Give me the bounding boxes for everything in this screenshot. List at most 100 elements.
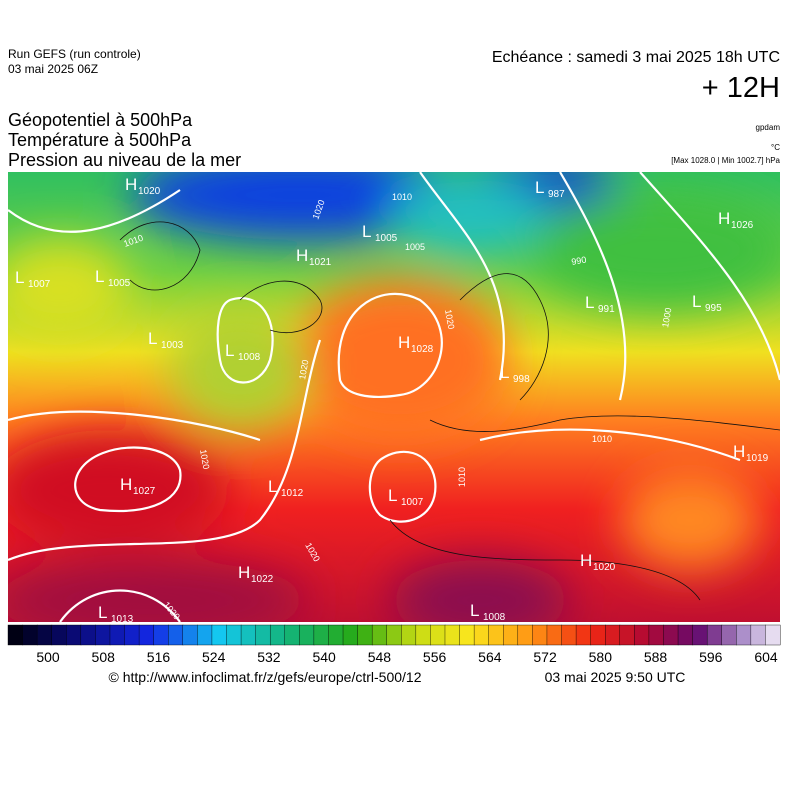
- center-value: 998: [513, 374, 530, 385]
- center-value: 1008: [238, 352, 261, 363]
- colorbar-swatch: [648, 624, 664, 646]
- colorbar-label: 564: [478, 649, 502, 665]
- center-type: L: [362, 222, 371, 241]
- center-type: L: [585, 293, 594, 312]
- center-value: 1003: [161, 340, 184, 351]
- center-value: 1020: [138, 186, 161, 197]
- run-label: Run GEFS (run controle): [8, 47, 141, 61]
- colorbar-swatch: [80, 624, 96, 646]
- colorbar-label: 572: [533, 649, 557, 665]
- colorbar-swatch: [721, 624, 737, 646]
- colorbar-swatch: [153, 624, 169, 646]
- colorbar-swatch: [444, 624, 461, 646]
- colorbar-swatch: [357, 624, 373, 646]
- lead-time: + 12H: [702, 72, 780, 104]
- colorbar-swatch: [36, 624, 53, 646]
- colorbar-swatch: [459, 624, 475, 646]
- field-title: Pression au niveau de la mer: [8, 150, 241, 170]
- colorbar-label: 580: [589, 649, 613, 665]
- center-type: H: [238, 563, 250, 582]
- center-type: L: [98, 603, 107, 622]
- colorbar-swatch: [269, 624, 286, 646]
- center-type: H: [398, 333, 410, 352]
- colorbar-swatch: [605, 624, 621, 646]
- colorbar-swatch: [7, 624, 24, 646]
- colorbar-label: 508: [92, 649, 116, 665]
- colorbar-swatch: [517, 624, 533, 646]
- range-label: [Max 1028.0 | Min 1002.7] hPa: [671, 156, 780, 165]
- colorbar-swatch: [532, 624, 548, 646]
- colorbar-label: 604: [754, 649, 778, 665]
- colorbar-label: 596: [699, 649, 723, 665]
- colorbar-swatch: [95, 624, 111, 646]
- map: [8, 172, 780, 622]
- center-type: H: [580, 551, 592, 570]
- center-value: 1019: [746, 453, 769, 464]
- colorbar-swatch: [590, 624, 606, 646]
- colorbar-swatch: [284, 624, 300, 646]
- unit-label: gpdam: [756, 123, 781, 132]
- colorbar-swatch: [386, 624, 402, 646]
- valid-time: Echéance : samedi 3 mai 2025 18h UTC: [492, 49, 780, 66]
- center-value: 1007: [401, 497, 424, 508]
- center-type: L: [470, 601, 479, 620]
- colorbar-swatch: [255, 624, 271, 646]
- colorbar-swatch: [226, 624, 242, 646]
- colorbar-label: 540: [312, 649, 336, 665]
- colorbar-swatch: [692, 624, 708, 646]
- center-type: H: [296, 246, 308, 265]
- colorbar-swatch: [328, 624, 344, 646]
- contour-label: 1010: [457, 467, 467, 487]
- colorbar-swatch: [677, 624, 694, 646]
- center-value: 1020: [593, 562, 616, 573]
- center-type: L: [535, 178, 544, 197]
- center-value: 1021: [309, 257, 332, 268]
- colorbar-swatch: [736, 624, 752, 646]
- colorbar-swatch: [401, 624, 417, 646]
- source-url: © http://www.infoclimat.fr/z/gefs/europe…: [108, 669, 421, 685]
- colorbar-swatch: [765, 624, 781, 646]
- center-type: H: [120, 475, 132, 494]
- colorbar-swatch: [313, 624, 329, 646]
- colorbar-swatch: [503, 624, 519, 646]
- center-type: L: [148, 329, 157, 348]
- colorbar-swatch: [22, 624, 38, 646]
- colorbar-swatch: [211, 624, 227, 646]
- center-value: 1028: [411, 344, 434, 355]
- contour-label: 990: [571, 255, 588, 267]
- center-value: 995: [705, 303, 722, 314]
- unit-label: °C: [771, 143, 780, 152]
- center-value: 1005: [375, 233, 398, 244]
- center-value: 1005: [108, 278, 131, 289]
- center-type: L: [268, 477, 277, 496]
- center-type: L: [388, 486, 397, 505]
- center-value: 991: [598, 304, 615, 315]
- colorbar-label: 500: [36, 649, 60, 665]
- colorbar-swatch: [488, 624, 504, 646]
- colorbar-label: 588: [644, 649, 668, 665]
- colorbar-label: 556: [423, 649, 447, 665]
- contour-label: 1010: [392, 192, 412, 202]
- center-value: 987: [548, 189, 565, 200]
- colorbar-swatch: [430, 624, 446, 646]
- colorbar-swatch: [168, 624, 184, 646]
- colorbar-label: 516: [147, 649, 171, 665]
- center-type: H: [718, 209, 730, 228]
- contour-label: 1005: [405, 242, 425, 252]
- colorbar-swatch: [138, 624, 155, 646]
- colorbar-swatch: [415, 624, 431, 646]
- colorbar-swatch: [124, 624, 140, 646]
- contour-label: 1000: [660, 307, 673, 328]
- colorbar-swatch: [66, 624, 82, 646]
- colorbar-swatch: [240, 624, 257, 646]
- center-type: L: [95, 267, 104, 286]
- field-title: Température à 500hPa: [8, 130, 192, 150]
- colorbar-swatch: [546, 624, 563, 646]
- colorbar-swatch: [109, 624, 126, 646]
- center-type: L: [692, 292, 701, 311]
- contour-label: 1010: [592, 434, 612, 444]
- colorbar: 500 508 516 524 532 540 548 556 564 572 580 588 596 6…: [7, 624, 781, 665]
- colorbar-label: 548: [368, 649, 392, 665]
